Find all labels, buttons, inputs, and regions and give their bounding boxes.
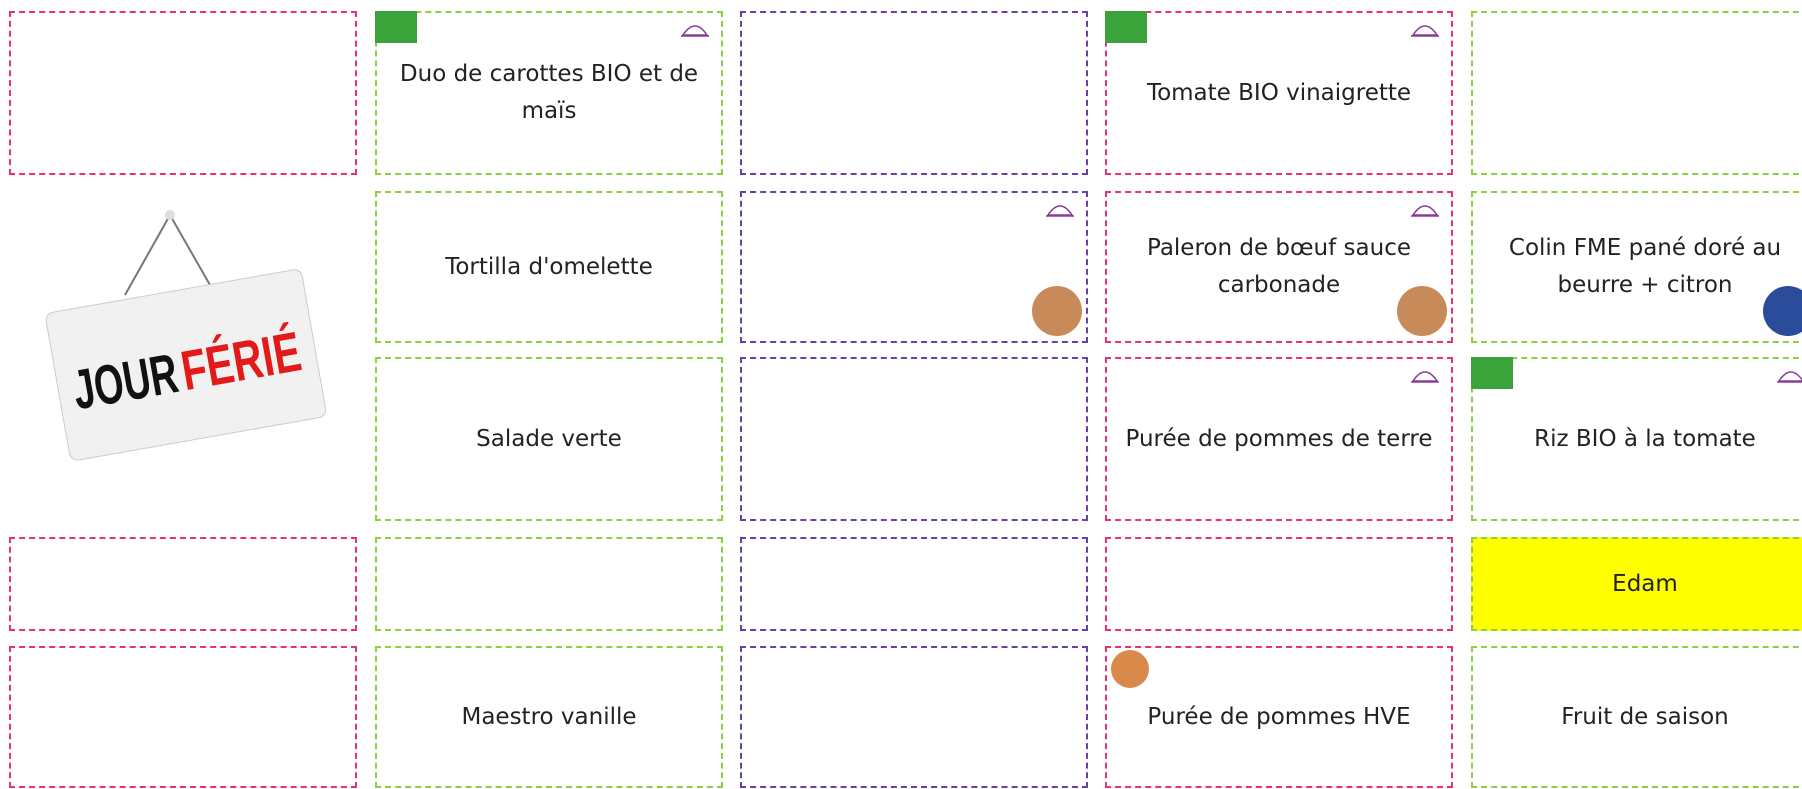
menu-cell: Riz BIO à la tomate (1471, 357, 1802, 521)
menu-cell: Paleron de bœuf sauce carbonade (1105, 191, 1453, 343)
menu-cell (740, 537, 1088, 631)
menu-cell (9, 537, 357, 631)
menu-cell: Fruit de saison (1471, 646, 1802, 788)
menu-cell (9, 11, 357, 175)
menu-cell (740, 646, 1088, 788)
menu-cell: Purée de pommes de terre (1105, 357, 1453, 521)
menu-cell (740, 191, 1088, 343)
menu-cell (1471, 11, 1802, 175)
menu-cell (740, 357, 1088, 521)
label-badge (1032, 286, 1082, 336)
menu-cell: Edam (1471, 537, 1802, 631)
menu-cell: Tomate BIO vinaigrette (1105, 11, 1453, 175)
cloche-icon (1776, 363, 1802, 385)
menu-cell (740, 11, 1088, 175)
menu-cell: Tortilla d'omelette (375, 191, 723, 343)
cloche-icon (680, 17, 710, 39)
cloche-icon (1410, 197, 1440, 219)
menu-cell: Salade verte (375, 357, 723, 521)
menu-cell (9, 646, 357, 788)
menu-cell: Colin FME pané doré au beurre + citron (1471, 191, 1802, 343)
label-badge (1111, 650, 1149, 688)
bio-label (1105, 11, 1147, 43)
menu-cell: Duo de carottes BIO et de maïs (375, 11, 723, 175)
bio-label (375, 11, 417, 43)
menu-cell: Purée de pommes HVE (1105, 646, 1453, 788)
cloche-icon (1410, 363, 1440, 385)
menu-cell (1105, 537, 1453, 631)
cloche-icon (1045, 197, 1075, 219)
menu-cell: Maestro vanille (375, 646, 723, 788)
cloche-icon (1410, 17, 1440, 39)
bio-label (1471, 357, 1513, 389)
holiday-sign: JOUR FÉRIÉ (30, 200, 340, 480)
label-badge (1763, 286, 1802, 336)
menu-cell (375, 537, 723, 631)
label-badge (1397, 286, 1447, 336)
